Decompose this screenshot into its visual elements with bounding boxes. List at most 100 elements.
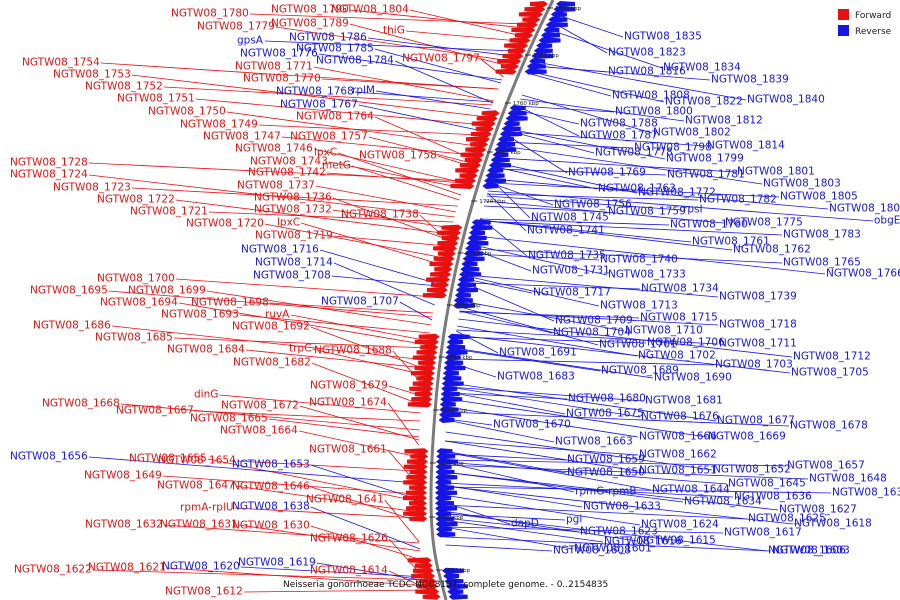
reverse-feature [545, 21, 568, 28]
reverse-feature [531, 53, 554, 59]
reverse-gene-label-78: NGTW08_1690 [654, 372, 732, 384]
forward-feature [406, 505, 428, 512]
reverse-feature [482, 183, 499, 189]
forward-gene-label-15: NGTW08_1749 [180, 119, 258, 131]
reverse-gene-label-54: NGTW08_1735 [528, 250, 606, 262]
forward-gene-label-leader-19 [338, 152, 462, 196]
reverse-gene-label-leader-3 [374, 48, 502, 84]
forward-gene-label-41: NGTW08_1693 [161, 309, 239, 321]
reverse-gene-label-leader-103 [443, 471, 684, 503]
reverse-feature [435, 510, 452, 517]
reverse-gene-label-4: NGTW08_1784 [316, 55, 394, 67]
forward-gene-label-3: NGTW08_1779 [197, 21, 275, 33]
forward-feature [414, 365, 436, 371]
reverse-gene-label-leader-69 [460, 306, 599, 346]
reverse-feature [456, 281, 476, 288]
forward-feature [465, 136, 490, 143]
reverse-gene-label-10: NGTW08_1708 [253, 270, 331, 282]
reverse-gene-label-leader-21 [534, 65, 711, 81]
reverse-gene-label-23: NGTW08_1822 [665, 96, 743, 108]
reverse-feature [442, 370, 459, 377]
forward-gene-label-50: NGTW08_1679 [310, 380, 388, 392]
reverse-gene-label-leader-36 [498, 157, 737, 173]
reverse-feature [488, 162, 511, 169]
reverse-feature [494, 146, 517, 153]
forward-feature [414, 339, 439, 345]
reverse-gene-label-leader-67 [459, 310, 553, 334]
reverse-gene-label-leader-100 [443, 486, 832, 494]
forward-feature [437, 250, 456, 257]
forward-gene-label-44: NGTW08_1692 [232, 321, 310, 333]
forward-gene-label-65: rpmA-rplU [180, 502, 234, 514]
reverse-gene-label-leader-114 [443, 512, 768, 552]
reverse-gene-label-68: NGTW08_1710 [625, 325, 703, 337]
forward-gene-label-56: NGTW08_1665 [190, 413, 268, 425]
reverse-gene-label-leader-12 [89, 456, 418, 484]
forward-feature [518, 11, 543, 18]
reverse-gene-label-leader-91 [444, 440, 639, 456]
reverse-gene-label-leader-84 [449, 382, 717, 422]
reverse-gene-label-94: NGTW08_1652 [713, 464, 791, 476]
legend-reverse-label: Reverse [855, 27, 892, 37]
reverse-feature [438, 411, 461, 418]
forward-feature [411, 396, 433, 403]
reverse-gene-label-13: NGTW08_1653 [232, 459, 310, 471]
reverse-gene-label-44: NGTW08_1745 [531, 212, 609, 224]
kbp-ticks: 1800 kbp 1780 kbp 1760 kbp 1740 kbp 1720 kbp… [429, 6, 581, 574]
reverse-gene-label-leader-24 [535, 61, 747, 101]
kbp-tick-label: 1780 kbp [533, 53, 559, 59]
reverse-gene-label-92: NGTW08_1650 [567, 467, 645, 479]
forward-gene-label-19: lpxC [314, 147, 337, 159]
forward-gene-label-leader-61 [162, 475, 418, 495]
reverse-gene-label-leader-108 [442, 494, 641, 526]
forward-gene-label-13: NGTW08_1750 [148, 106, 226, 118]
kbp-tick-label: 1800 kbp [555, 6, 581, 12]
forward-feature [434, 266, 453, 273]
reverse-gene-label-59: NGTW08_1766 [826, 268, 900, 280]
reverse-gene-label-96: NGTW08_1648 [809, 473, 887, 485]
forward-feature [441, 224, 463, 231]
reverse-gene-label-91: NGTW08_1662 [639, 449, 717, 461]
forward-feature [437, 240, 459, 247]
reverse-feature [447, 588, 464, 595]
reverse-feature [435, 526, 452, 533]
reverse-feature [452, 302, 475, 309]
forward-feature [406, 458, 428, 465]
forward-gene-label-leader-11 [163, 86, 493, 106]
forward-gene-label-70: NGTW08_1622 [14, 564, 92, 576]
forward-feature [502, 53, 524, 59]
reverse-gene-label-39: NGTW08_1803 [763, 178, 841, 190]
forward-gene-label-leader-12 [195, 98, 485, 126]
forward-gene-label-0: NGTW08_1780 [171, 8, 249, 20]
reverse-gene-label-70: NGTW08_1706 [647, 337, 725, 349]
reverse-feature [470, 224, 493, 231]
reverse-feature [444, 359, 464, 366]
reverse-gene-label-leader-88 [447, 406, 639, 438]
reverse-gene-label-100: NGTW08_1637 [832, 487, 900, 499]
reverse-gene-label-75: NGTW08_1703 [715, 359, 793, 371]
reverse-gene-label-leader-96 [443, 464, 809, 480]
reverse-gene-label-55: NGTW08_1740 [600, 254, 678, 266]
forward-gene-label-leader-30 [208, 211, 454, 223]
reverse-gene-label-leader-111 [443, 517, 580, 533]
reverse-feature [526, 63, 546, 70]
reverse-gene-label-leader-113 [443, 510, 638, 542]
reverse-gene-label-41: NGTW08_1805 [780, 191, 858, 203]
reverse-gene-label-11: NGTW08_1707 [321, 296, 399, 308]
forward-feature [409, 515, 428, 522]
reverse-feature [435, 521, 458, 527]
kbp-tick-label: 1660 kbp [447, 355, 473, 361]
reverse-feature [462, 255, 485, 262]
forward-feature [410, 453, 429, 460]
reverse-gene-label-16: NGTW08_1619 [238, 557, 316, 569]
reverse-feature [556, 1, 576, 7]
reverse-feature [435, 515, 455, 522]
forward-gene-label-leader-57 [298, 430, 419, 458]
reverse-gene-label-9: NGTW08_1714 [255, 257, 333, 269]
reverse-gene-label-leader-23 [531, 71, 665, 103]
reverse-gene-label-58: NGTW08_1733 [608, 269, 686, 281]
legend: Forward Reverse [838, 9, 892, 37]
reverse-gene-label-82: NGTW08_1675 [566, 408, 644, 420]
reverse-feature [434, 500, 454, 507]
forward-gene-label-63: NGTW08_1646 [232, 481, 310, 493]
